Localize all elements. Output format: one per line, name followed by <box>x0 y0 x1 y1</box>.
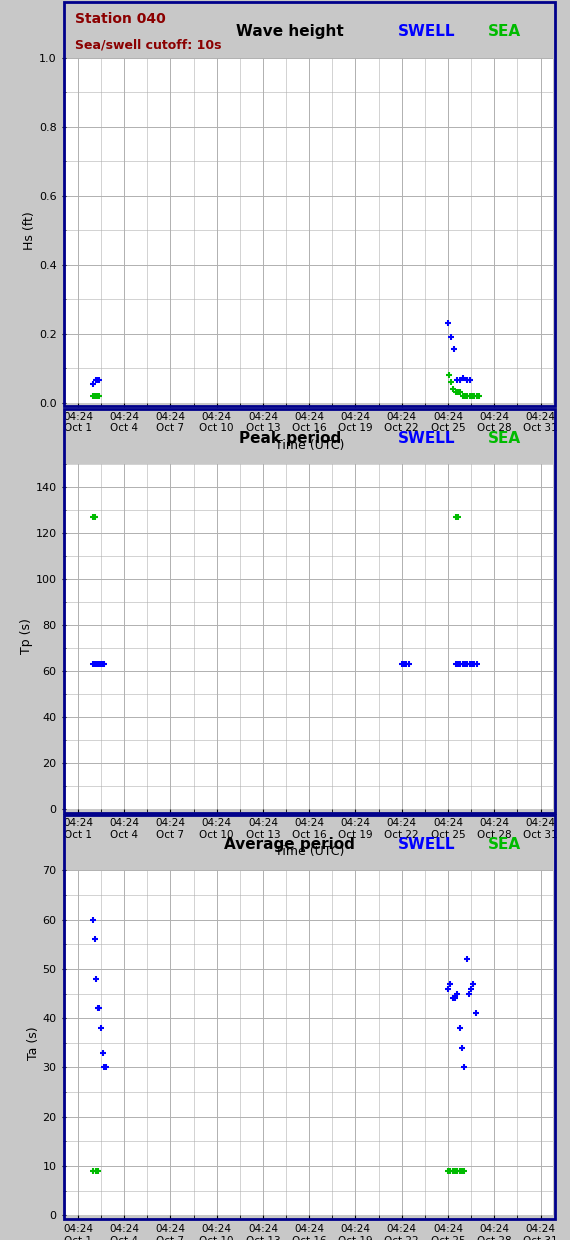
Text: Average period: Average period <box>224 837 355 852</box>
Y-axis label: Hs (ft): Hs (ft) <box>23 211 36 249</box>
Text: Peak period: Peak period <box>239 430 341 445</box>
Text: SEA: SEA <box>487 430 521 445</box>
Y-axis label: Ta (s): Ta (s) <box>27 1025 40 1060</box>
Text: SEA: SEA <box>487 837 521 852</box>
Text: Wave height: Wave height <box>236 25 344 40</box>
Text: SWELL: SWELL <box>397 837 455 852</box>
Text: Sea/swell cutoff: 10s: Sea/swell cutoff: 10s <box>75 38 222 51</box>
Y-axis label: Tp (s): Tp (s) <box>19 619 32 655</box>
Text: SWELL: SWELL <box>397 25 455 40</box>
Text: Station 040: Station 040 <box>75 12 166 26</box>
Text: SEA: SEA <box>487 25 521 40</box>
X-axis label: Time (UTC): Time (UTC) <box>275 846 344 858</box>
X-axis label: Time (UTC): Time (UTC) <box>275 439 344 451</box>
Text: SWELL: SWELL <box>397 430 455 445</box>
